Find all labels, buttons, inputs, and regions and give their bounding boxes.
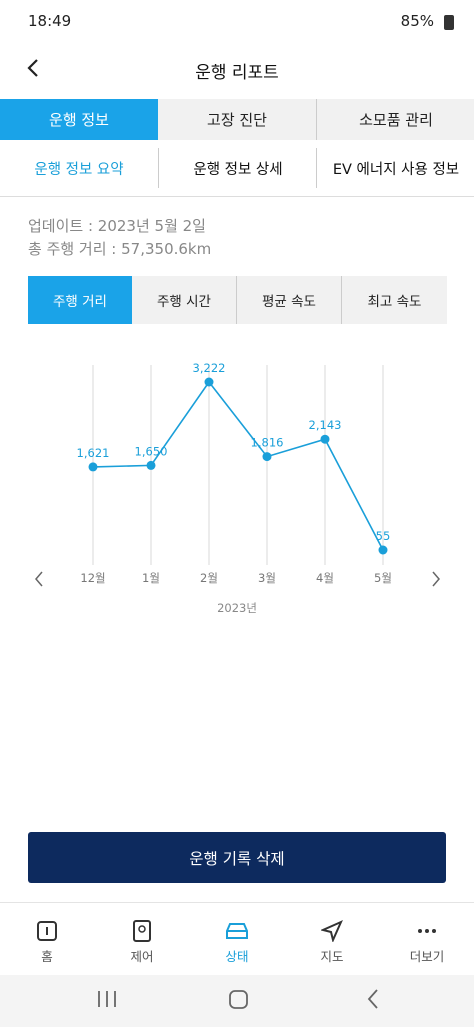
system-buttons [98, 989, 378, 1009]
nav-label: 제어 [130, 949, 154, 964]
metric-tab[interactable]: 주행 시간 [132, 276, 236, 324]
metric-tab[interactable]: 평균 속도 [236, 276, 341, 324]
x-tick-label: 2월 [200, 571, 218, 585]
tab[interactable]: 운행 정보 [0, 99, 158, 140]
point [262, 452, 272, 462]
tab[interactable]: 소모품 관리 [316, 99, 474, 140]
point [378, 545, 388, 555]
x-tick-label: 3월 [258, 571, 276, 585]
icon [133, 920, 151, 942]
nav-more[interactable]: 더보기 [380, 915, 474, 970]
icon [321, 920, 343, 942]
point [204, 377, 214, 387]
sub-tab[interactable]: EV 에너지 사용 정보 [316, 148, 474, 188]
prev-button[interactable] [35, 571, 43, 587]
value-label: 2,143 [309, 418, 342, 432]
value-label: 1,621 [77, 446, 110, 460]
value-label: 1,650 [135, 444, 168, 458]
metric-tab[interactable]: 주행 거리 [28, 276, 132, 324]
value-label: 55 [376, 529, 391, 543]
x-tick-label: 1월 [142, 571, 160, 585]
delete-button[interactable]: 운행 기록 삭제 [28, 832, 446, 883]
battery: 85% [400, 12, 434, 30]
value-label: 3,222 [193, 361, 226, 375]
update-date: 업데이트 : 2023년 5월 2일 [28, 217, 206, 235]
nav-map[interactable]: 지도 [285, 915, 379, 970]
tab[interactable]: 고장 진단 [158, 99, 316, 140]
time: 18:49 [28, 12, 72, 30]
x-tick-label: 12월 [80, 571, 105, 585]
icon [418, 929, 436, 933]
icon [37, 921, 57, 941]
nav-label: 홈 [41, 949, 53, 964]
point [320, 434, 330, 444]
value-label: 1,816 [251, 436, 284, 450]
nav-status[interactable]: 상태 [190, 915, 284, 970]
chart: 2023년 12월 1월 2월 3월 4월 5월 1,621 1,650 3,222 1,816 2… [35, 361, 440, 615]
point [88, 462, 98, 472]
sub-tab[interactable]: 운행 정보 요약 [34, 161, 124, 178]
total-distance: 총 주행 거리 : 57,350.6km [28, 240, 212, 258]
nav-label: 더보기 [409, 949, 445, 964]
back-button[interactable] [22, 56, 46, 80]
next-button[interactable] [432, 571, 440, 587]
divider [0, 196, 474, 197]
metric-tab[interactable]: 최고 속도 [341, 276, 447, 324]
system-nav [0, 975, 474, 1027]
battery-icon [444, 15, 454, 30]
sub-tab[interactable]: 운행 정보 상세 [158, 148, 317, 188]
point [146, 460, 156, 470]
x-tick-label: 5월 [374, 571, 392, 585]
nav-label: 상태 [225, 949, 249, 964]
divider [0, 902, 474, 903]
page-title: 운행 리포트 [195, 63, 279, 83]
nav-control[interactable]: 제어 [95, 915, 189, 970]
x-tick-label: 4월 [316, 571, 334, 585]
nav-home[interactable]: 홈 [0, 915, 94, 970]
x-axis-label: 2023년 [217, 601, 257, 615]
nav-label: 지도 [320, 949, 344, 964]
icon [226, 923, 248, 939]
line [92, 380, 384, 551]
